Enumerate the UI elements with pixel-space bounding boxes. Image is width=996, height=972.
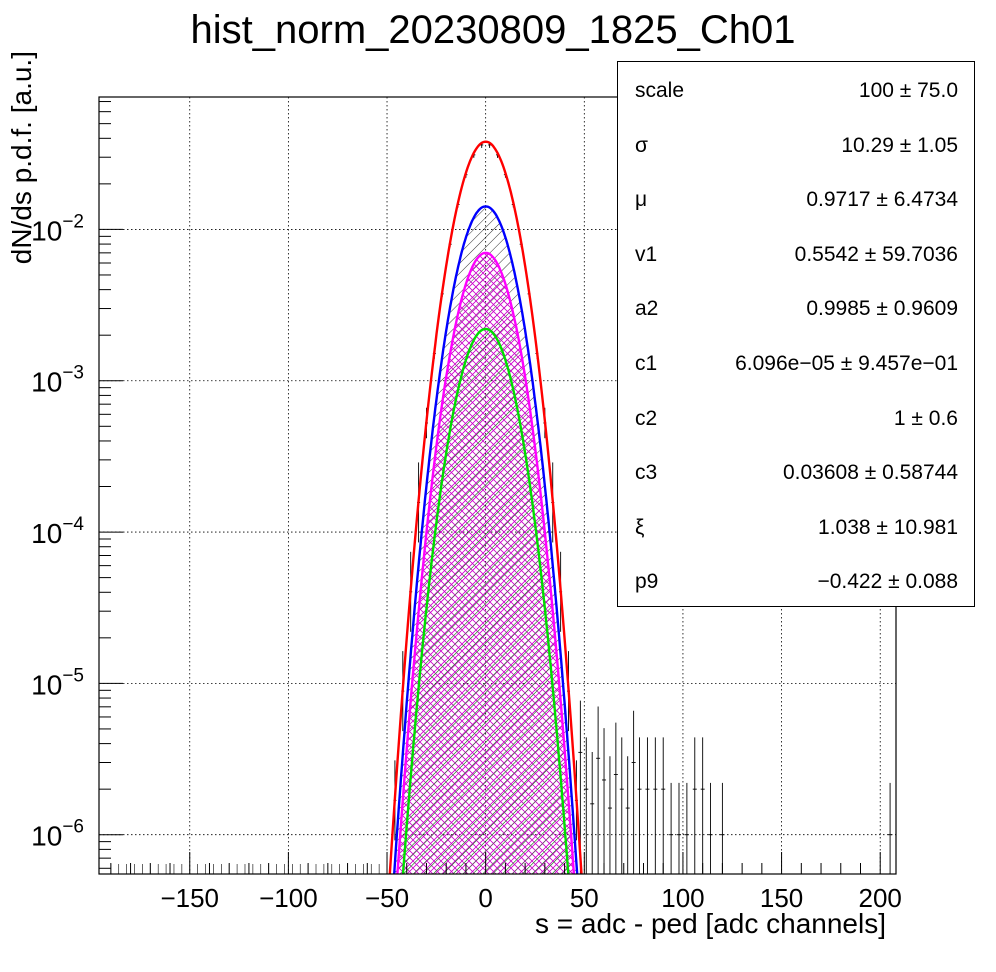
axis-ticks xyxy=(99,101,881,874)
y-tick-label: 10−4 xyxy=(31,514,84,549)
stats-row: c3 0.03608 ± 0.58744 xyxy=(618,444,974,498)
stats-key: a2 xyxy=(635,297,659,321)
stats-key: p9 xyxy=(635,570,659,594)
x-tick-label: −100 xyxy=(259,883,318,913)
stats-key: ξ xyxy=(635,515,645,539)
y-tick-label: 10−6 xyxy=(31,817,84,852)
fit-stats-box: scale 100 ± 75.0 σ 10.29 ± 1.05 μ 0.9717 ± 6.… xyxy=(617,61,975,607)
x-tick-label: 200 xyxy=(859,883,902,913)
stats-key: c1 xyxy=(635,352,658,375)
stats-value: 0.5542 ± 59.7036 xyxy=(794,242,958,266)
stats-value: 0.03608 ± 0.58744 xyxy=(782,461,958,485)
stats-row: scale 100 ± 75.0 xyxy=(618,62,974,116)
x-tick-label: 0 xyxy=(478,883,492,913)
x-axis-label: s = adc - ped [adc channels] xyxy=(535,908,886,939)
stats-value: −0.422 ± 0.088 xyxy=(817,570,958,594)
stats-key: σ xyxy=(635,133,648,157)
y-tick-label: 10−2 xyxy=(31,211,84,246)
stats-row: c1 6.096e−05 ± 9.457e−01 xyxy=(618,335,974,389)
x-tick-label: 100 xyxy=(661,883,704,913)
axis-tick-labels: −150 −100 −50 0 50 100 150 200 10−6 10−5 10−4 10−3 1… xyxy=(31,211,902,913)
stats-value: 100 ± 75.0 xyxy=(858,79,958,102)
series-line xyxy=(396,251,576,875)
y-axis-label: dN/ds p.d.f. [a.u.] xyxy=(6,51,37,265)
series-line xyxy=(388,140,583,875)
stats-value: 10.29 ± 1.05 xyxy=(841,133,958,157)
stats-key: scale xyxy=(635,79,685,102)
stats-row: μ 0.9717 ± 6.4734 xyxy=(618,171,974,225)
stats-row: p9 −0.422 ± 0.088 xyxy=(618,553,974,607)
stats-value: 6.096e−05 ± 9.457e−01 xyxy=(735,352,958,375)
stats-key: v1 xyxy=(635,242,658,266)
stats-value: 0.9985 ± 0.9609 xyxy=(806,297,958,321)
fit-curves xyxy=(388,140,583,875)
y-tick-label: 10−3 xyxy=(31,363,84,398)
stats-row: σ 10.29 ± 1.05 xyxy=(618,117,974,171)
stats-row: v1 0.5542 ± 59.7036 xyxy=(618,226,974,280)
x-tick-label: −50 xyxy=(365,883,409,913)
stats-value: 1.038 ± 10.981 xyxy=(818,515,958,539)
stats-key: c3 xyxy=(635,461,658,485)
x-tick-label: 50 xyxy=(570,883,599,913)
x-tick-label: −150 xyxy=(160,883,219,913)
series-line xyxy=(393,205,579,875)
x-tick-label: 150 xyxy=(760,883,803,913)
stats-row: a2 0.9985 ± 0.9609 xyxy=(618,280,974,334)
series-line xyxy=(401,327,570,875)
stats-row: c2 1 ± 0.6 xyxy=(618,390,974,444)
stats-key: μ xyxy=(635,188,648,212)
y-tick-label: 10−5 xyxy=(31,665,84,700)
chart-title: hist_norm_20230809_1825_Ch01 xyxy=(190,8,796,52)
stats-value: 1 ± 0.6 xyxy=(893,406,958,430)
stats-value: 0.9717 ± 6.4734 xyxy=(806,188,958,212)
stats-key: c2 xyxy=(635,406,658,430)
stats-row: ξ 1.038 ± 10.981 xyxy=(618,499,974,553)
